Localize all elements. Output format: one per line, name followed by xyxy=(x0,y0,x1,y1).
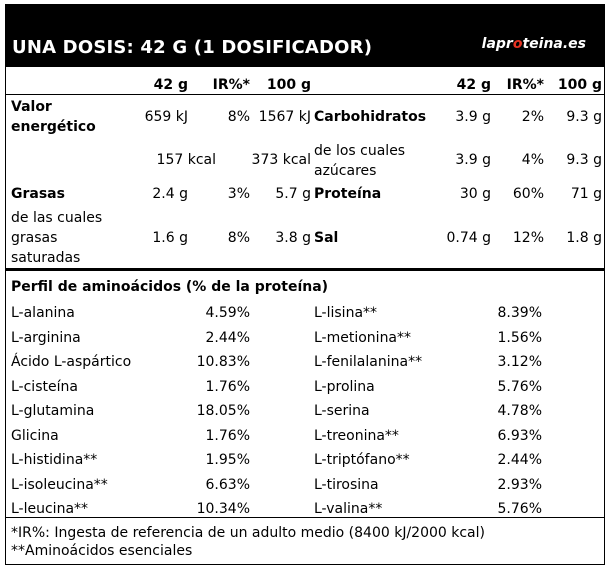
protein-42g: 30 g xyxy=(459,186,491,202)
amino-value: 5.76% xyxy=(497,501,542,517)
amino-value: 2.44% xyxy=(497,452,542,468)
amino-divider xyxy=(6,517,604,518)
col-header-right-100g: 100 g xyxy=(557,77,602,93)
amino-name: L-metionina** xyxy=(314,330,412,346)
footnote-essential: **Aminoácidos esenciales xyxy=(11,543,193,559)
brand-logo: laproteina.es xyxy=(482,36,586,52)
amino-name: L-treonina** xyxy=(314,428,399,444)
amino-name: L-prolina xyxy=(314,379,375,395)
serving-title: UNA DOSIS: 42 G (1 DOSIFICADOR) xyxy=(12,37,373,58)
carbs-100g: 9.3 g xyxy=(566,109,602,125)
salt-42g: 0.74 g xyxy=(446,230,491,246)
amino-name: L-leucina** xyxy=(11,501,89,517)
sugars-100g: 9.3 g xyxy=(566,152,602,168)
amino-name: L-fenilalanina** xyxy=(314,354,423,370)
amino-name: L-lisina** xyxy=(314,305,378,321)
energy-kcal-42g: 157 kcal xyxy=(156,152,216,168)
brand-accent: o xyxy=(512,36,523,52)
carbs-ir: 2% xyxy=(521,109,544,125)
amino-value: 1.56% xyxy=(497,330,542,346)
energy-label: Valor energético xyxy=(11,99,96,135)
amino-value: 3.12% xyxy=(497,354,542,370)
brand-suffix: teina.es xyxy=(522,36,586,52)
saturated-fat-label: de las cuales grasas saturadas xyxy=(11,210,103,266)
label-header: UNA DOSIS: 42 G (1 DOSIFICADOR) laprotei… xyxy=(6,5,604,67)
amino-value: 2.93% xyxy=(497,477,542,493)
amino-value: 10.34% xyxy=(196,501,250,517)
amino-value: 8.39% xyxy=(497,305,542,321)
amino-name: L-histidina** xyxy=(11,452,98,468)
fat-42g: 2.4 g xyxy=(152,186,188,202)
header-divider xyxy=(6,94,604,95)
energy-kj-ir: 8% xyxy=(227,109,250,125)
amino-name: Ácido L-aspártico xyxy=(11,354,132,370)
carbs-label: Carbohidratos xyxy=(314,109,427,125)
sugars-42g: 3.9 g xyxy=(455,152,491,168)
amino-name: L-glutamina xyxy=(11,403,95,419)
amino-value: 1.95% xyxy=(205,452,250,468)
col-header-right-ir: IR%* xyxy=(506,77,544,93)
amino-value: 5.76% xyxy=(497,379,542,395)
protein-label: Proteína xyxy=(314,186,382,202)
amino-name: L-tirosina xyxy=(314,477,379,493)
energy-kcal-100g: 373 kcal xyxy=(251,152,311,168)
fat-label: Grasas xyxy=(11,186,65,202)
col-header-right-42g: 42 g xyxy=(456,77,491,93)
protein-ir: 60% xyxy=(512,186,544,202)
energy-kj-42g: 659 kJ xyxy=(144,109,188,125)
amino-value: 6.63% xyxy=(205,477,250,493)
saturated-fat-ir: 8% xyxy=(227,230,250,246)
col-header-left-ir: IR%* xyxy=(212,77,250,93)
amino-name: L-alanina xyxy=(11,305,75,321)
brand-prefix: lapr xyxy=(481,36,513,52)
amino-value: 1.76% xyxy=(205,379,250,395)
amino-name: L-triptófano** xyxy=(314,452,410,468)
carbs-42g: 3.9 g xyxy=(455,109,491,125)
amino-value: 18.05% xyxy=(196,403,250,419)
amino-value: 4.78% xyxy=(497,403,542,419)
amino-value: 1.76% xyxy=(205,428,250,444)
saturated-fat-100g: 3.8 g xyxy=(275,230,311,246)
amino-value: 4.59% xyxy=(205,305,250,321)
footnote-ir: *IR%: Ingesta de referencia de un adulto… xyxy=(11,525,485,541)
fat-ir: 3% xyxy=(227,186,250,202)
saturated-fat-42g: 1.6 g xyxy=(152,230,188,246)
nutrition-divider xyxy=(6,268,604,271)
amino-name: L-isoleucina** xyxy=(11,477,108,493)
amino-title: Perfil de aminoácidos (% de la proteína) xyxy=(11,279,329,295)
amino-value: 10.83% xyxy=(196,354,250,370)
energy-kj-100g: 1567 kJ xyxy=(258,109,311,125)
sugars-ir: 4% xyxy=(521,152,544,168)
amino-name: Glicina xyxy=(11,428,59,444)
fat-100g: 5.7 g xyxy=(275,186,311,202)
amino-value: 2.44% xyxy=(205,330,250,346)
amino-value: 6.93% xyxy=(497,428,542,444)
nutrition-label: UNA DOSIS: 42 G (1 DOSIFICADOR) laprotei… xyxy=(5,4,605,565)
sugars-label: de los cuales azúcares xyxy=(314,143,406,179)
salt-label: Sal xyxy=(314,230,339,246)
amino-name: L-cisteína xyxy=(11,379,78,395)
amino-name: L-serina xyxy=(314,403,370,419)
protein-100g: 71 g xyxy=(570,186,602,202)
amino-name: L-arginina xyxy=(11,330,81,346)
col-header-left-42g: 42 g xyxy=(153,77,188,93)
amino-name: L-valina** xyxy=(314,501,383,517)
col-header-left-100g: 100 g xyxy=(266,77,311,93)
salt-100g: 1.8 g xyxy=(566,230,602,246)
salt-ir: 12% xyxy=(512,230,544,246)
